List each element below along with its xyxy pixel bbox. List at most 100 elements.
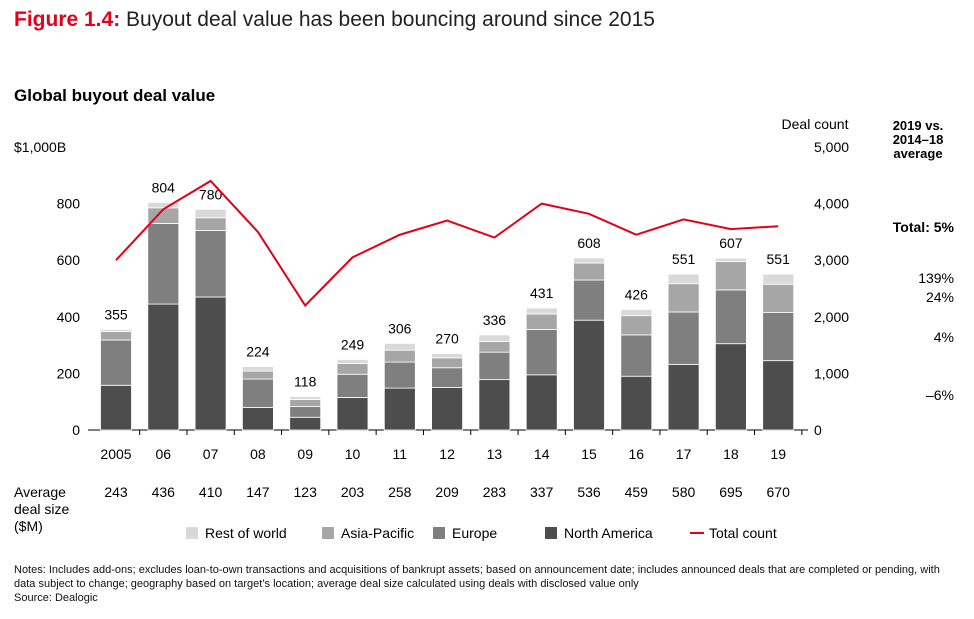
- avg-deal-size-value: 337: [530, 484, 554, 500]
- bar-total-label: 270: [435, 331, 459, 347]
- comparison-value: 24%: [926, 289, 954, 305]
- comparison-total: Total: 5%: [893, 219, 955, 235]
- avg-deal-size-value: 209: [435, 484, 459, 500]
- bar-segment-europe: [289, 406, 322, 418]
- bar-total-label: 608: [577, 235, 601, 251]
- bar-segment-asia-pacific: [525, 313, 558, 330]
- left-axis-tick: 600: [57, 252, 81, 268]
- right-axis-tick: 3,000: [814, 252, 849, 268]
- bar-total-label: 431: [530, 285, 554, 301]
- bar-segment-rest-of-world: [383, 343, 416, 351]
- avg-deal-size-value: 243: [104, 484, 128, 500]
- bar-segment-europe: [478, 351, 511, 381]
- bar-total-label: 355: [104, 307, 128, 323]
- bar-segment-rest-of-world: [573, 257, 605, 264]
- legend-swatch: [433, 527, 445, 539]
- chart-notes: Notes: Includes add-ons; excludes loan-t…: [14, 563, 964, 605]
- buyout-chart: 0 200 400 600 800 $1,000B Deal count 0 1,000 2,00…: [14, 116, 955, 541]
- bar-segment-north-america: [100, 384, 132, 431]
- comparison-header: average: [893, 146, 942, 161]
- x-axis-tick: 17: [676, 446, 692, 462]
- bar-total-label: 551: [767, 251, 791, 267]
- bar-total-label: 118: [294, 374, 317, 390]
- bar-segment-europe: [762, 312, 795, 362]
- bar-total-label: 780: [199, 186, 223, 202]
- legend-label: Total count: [709, 525, 777, 541]
- legend-swatch: [545, 527, 557, 539]
- bar-segment-rest-of-world: [667, 273, 700, 285]
- bar-segment-north-america: [667, 363, 700, 431]
- source-text: Source: Dealogic: [14, 592, 98, 604]
- left-axis-tick: 0: [72, 422, 80, 438]
- avg-deal-size-label: Average: [14, 484, 66, 500]
- bar-segment-asia-pacific: [431, 357, 464, 369]
- bar-segment-rest-of-world: [336, 359, 369, 364]
- right-axis-tick: 0: [814, 422, 822, 438]
- bar-segment-asia-pacific: [715, 261, 747, 291]
- bar-segment-north-america: [336, 397, 369, 431]
- bar-segment-europe: [194, 230, 227, 298]
- avg-deal-size-value: 147: [246, 484, 270, 500]
- left-axis-tick: 400: [57, 309, 81, 325]
- avg-deal-size-value: 459: [625, 484, 649, 500]
- bar-segment-north-america: [194, 296, 227, 431]
- x-axis-tick: 16: [629, 446, 645, 462]
- legend-label: Europe: [452, 525, 497, 541]
- bar-total-label: 306: [388, 320, 412, 336]
- bar-segment-rest-of-world: [762, 273, 795, 285]
- bar-segment-rest-of-world: [194, 208, 227, 219]
- bar-segment-europe: [241, 378, 274, 408]
- legend-label: Asia-Pacific: [341, 525, 414, 541]
- bar-segment-europe: [431, 367, 464, 388]
- avg-deal-size-value: 203: [341, 484, 365, 500]
- bar-segment-rest-of-world: [241, 366, 274, 372]
- bar-segment-europe: [525, 329, 558, 376]
- bar-segment-europe: [336, 373, 369, 398]
- avg-deal-size-value: 123: [294, 484, 318, 500]
- x-axis-tick: 12: [439, 446, 455, 462]
- bar-segment-north-america: [573, 319, 605, 431]
- bar-segment-rest-of-world: [147, 202, 180, 209]
- bar-total-label: 607: [719, 235, 743, 251]
- x-axis-tick: 07: [203, 446, 219, 462]
- bar-segment-rest-of-world: [525, 307, 558, 315]
- avg-deal-size-value: 536: [577, 484, 601, 500]
- bar-segment-asia-pacific: [762, 283, 795, 313]
- right-axis-tick: 2,000: [814, 309, 849, 325]
- bar-segment-asia-pacific: [383, 349, 416, 363]
- bar-segment-asia-pacific: [478, 341, 511, 353]
- bar-total-label: 336: [483, 312, 507, 328]
- bar-segment-rest-of-world: [620, 309, 653, 317]
- chart-title: Global buyout deal value: [14, 86, 216, 105]
- bar-segment-north-america: [241, 406, 274, 431]
- x-axis-tick: 14: [534, 446, 550, 462]
- left-axis-tick: 800: [57, 196, 81, 212]
- legend-swatch: [322, 527, 334, 539]
- bar-segment-europe: [147, 223, 180, 305]
- x-axis-tick: 08: [250, 446, 266, 462]
- right-axis-tick: 1,000: [814, 365, 849, 381]
- bar-segment-europe: [383, 361, 416, 389]
- bar-segment-north-america: [620, 375, 653, 431]
- avg-deal-size-value: 410: [199, 484, 223, 500]
- bar-total-label: 224: [246, 344, 270, 360]
- avg-deal-size-value: 695: [719, 484, 743, 500]
- avg-deal-size-label: deal size: [14, 501, 69, 517]
- bar-segment-rest-of-world: [715, 257, 747, 263]
- legend-label: Rest of world: [205, 525, 287, 541]
- bar-segment-europe: [667, 311, 700, 365]
- bar-segment-north-america: [525, 374, 558, 431]
- left-axis-tick: 200: [57, 365, 81, 381]
- x-axis-tick: 06: [156, 446, 172, 462]
- bar-segment-north-america: [289, 416, 322, 431]
- x-axis-tick: 09: [297, 446, 313, 462]
- avg-deal-size-value: 670: [767, 484, 791, 500]
- x-axis-tick: 10: [345, 446, 361, 462]
- figure-label: Figure 1.4:: [14, 8, 121, 31]
- avg-deal-size-value: 436: [152, 484, 176, 500]
- x-axis-tick: 11: [393, 446, 408, 462]
- figure-title-text: Buyout deal value has been bouncing arou…: [126, 8, 655, 31]
- right-axis-tick: 5,000: [814, 139, 849, 155]
- bar-segment-north-america: [478, 379, 511, 431]
- comparison-header: 2019 vs.: [893, 118, 944, 133]
